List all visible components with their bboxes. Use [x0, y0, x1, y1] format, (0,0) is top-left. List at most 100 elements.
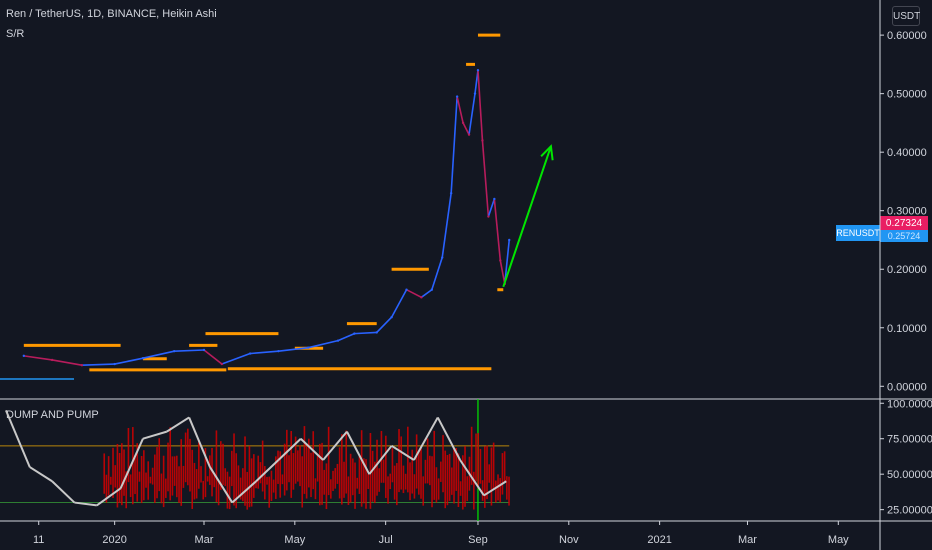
x-tick-label: Jul	[379, 534, 393, 546]
oscillator-title: DUMP AND PUMP	[6, 409, 99, 421]
price-segment	[487, 198, 496, 217]
osc-segment	[51, 480, 76, 504]
y-tick-label: 0.40000	[887, 147, 927, 159]
osc-segment	[413, 416, 439, 461]
price-point	[481, 139, 484, 142]
osc-y-tick-label: 50.000000	[887, 469, 932, 481]
x-tick-label: 2020	[102, 534, 126, 546]
price-segment	[114, 357, 144, 365]
price-point	[248, 352, 252, 355]
price-point	[473, 92, 477, 95]
price-segment	[499, 260, 506, 285]
x-tick-label: May	[284, 534, 305, 546]
osc-segment	[368, 445, 393, 475]
indicator-label: S/R	[6, 28, 25, 40]
osc-segment	[391, 444, 415, 461]
price-segment	[456, 96, 464, 124]
y-tick-label: 0.60000	[887, 30, 927, 42]
x-tick-label: Nov	[559, 534, 579, 546]
y-tick-label: 0.50000	[887, 89, 927, 101]
price-point	[202, 348, 206, 352]
price-point	[390, 316, 393, 319]
osc-segment	[74, 501, 97, 507]
osc-segment	[346, 431, 371, 475]
price-point	[467, 133, 471, 136]
price-point	[220, 362, 224, 366]
osc-segment	[436, 416, 461, 461]
price-segment	[142, 350, 175, 359]
price-segment	[337, 332, 355, 342]
price-point	[430, 288, 434, 291]
osc-segment	[277, 437, 302, 461]
last-price-tag: 0.27324	[880, 216, 928, 232]
osc-segment	[322, 430, 348, 461]
osc-segment	[300, 437, 324, 461]
price-point	[508, 238, 511, 242]
osc-segment	[188, 417, 211, 468]
price-point	[173, 349, 176, 353]
osc-segment	[166, 416, 190, 433]
x-tick-label: Mar	[195, 534, 214, 546]
price-point	[441, 256, 444, 259]
osc-segment	[255, 459, 280, 483]
symbol-tag: RENUSDT	[836, 225, 880, 241]
price-point	[449, 191, 453, 195]
price-segment	[51, 359, 83, 367]
osc-segment	[209, 466, 234, 504]
price-point	[420, 296, 423, 299]
price-segment	[250, 350, 279, 355]
price-point	[499, 259, 502, 262]
price-point	[336, 339, 340, 342]
price-segment	[503, 239, 511, 284]
forecast-arrow-head	[540, 144, 554, 161]
price-point	[461, 121, 465, 125]
price-segment	[493, 198, 502, 261]
price-point	[455, 95, 459, 98]
price-segment	[376, 316, 393, 334]
price-point	[493, 197, 496, 201]
x-tick-label: Sep	[468, 534, 488, 546]
x-tick-label: 11	[33, 534, 44, 546]
price-point	[80, 364, 84, 367]
price-segment	[462, 122, 470, 135]
price-segment	[278, 346, 309, 352]
price-segment	[354, 331, 377, 335]
price-segment	[450, 96, 458, 194]
osc-y-tick-label: 25.000000	[887, 505, 932, 517]
price-point	[50, 358, 54, 362]
price-segment	[477, 70, 484, 141]
osc-segment	[142, 430, 168, 440]
price-segment	[221, 352, 251, 365]
osc-segment	[231, 480, 257, 504]
currency-button[interactable]: USDT	[892, 6, 920, 26]
chart-title: Ren / TetherUS, 1D, BINANCE, Heikin Ashi	[6, 8, 217, 20]
osc-y-tick-label: 75.000000	[887, 434, 932, 446]
price-point	[405, 288, 408, 291]
price-point	[307, 346, 310, 349]
symbol-value-tag: 0.25724	[880, 230, 928, 242]
price-segment	[308, 339, 339, 349]
price-segment	[431, 257, 443, 290]
price-segment	[481, 140, 490, 217]
price-segment	[406, 289, 422, 299]
price-point	[487, 215, 490, 218]
price-segment	[420, 289, 433, 298]
forecast-arrow	[502, 146, 552, 288]
y-tick-label: 0.00000	[887, 381, 927, 393]
osc-segment	[483, 480, 507, 497]
y-tick-label: 0.30000	[887, 206, 927, 218]
price-segment	[81, 363, 115, 367]
x-tick-label: 2021	[647, 534, 671, 546]
price-point	[353, 332, 356, 335]
price-point	[141, 357, 145, 360]
price-point	[22, 354, 26, 358]
price-segment	[174, 349, 205, 352]
y-tick-label: 0.20000	[887, 264, 927, 276]
price-segment	[468, 93, 476, 135]
price-point	[113, 362, 116, 366]
price-segment	[203, 349, 223, 365]
osc-segment	[29, 466, 53, 483]
osc-segment	[119, 438, 144, 489]
price-segment	[23, 355, 53, 361]
